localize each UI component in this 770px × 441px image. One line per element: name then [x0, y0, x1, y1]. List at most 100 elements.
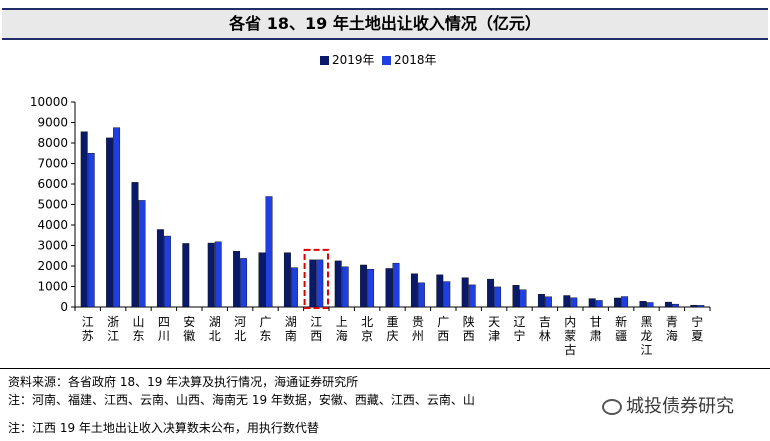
bar-2018 [265, 196, 273, 308]
bar-2019 [385, 268, 393, 308]
x-tick-label: 江 [640, 343, 652, 357]
x-tick-label: 新 [615, 314, 627, 329]
bar-2019 [664, 301, 672, 308]
y-tick-label: 10000 [30, 95, 68, 109]
bar-2018 [113, 127, 121, 308]
bar-2019 [182, 243, 190, 308]
legend-swatch-1 [382, 56, 391, 65]
x-tick-label: 海 [666, 328, 678, 343]
y-tick-label: 2000 [37, 259, 68, 273]
source-note: 资料来源：各省政府 18、19 年决算及执行情况，海通证券研究所 [8, 375, 359, 389]
bar-2018 [570, 297, 578, 308]
x-tick-label: 辽 [513, 315, 525, 329]
x-tick-label: 内 [564, 315, 576, 329]
x-tick-label: 江 [107, 329, 119, 343]
bar-2019 [309, 259, 317, 308]
x-tick-label: 贵 [412, 315, 424, 329]
bar-2018 [417, 282, 425, 308]
x-tick-label: 陕 [463, 314, 475, 329]
y-tick-label: 7000 [37, 157, 68, 171]
legend-label-1: 2018年 [394, 53, 437, 67]
watermark-text: 城投债券研究 [626, 396, 734, 417]
bar-2018 [519, 289, 527, 308]
bar-2018 [544, 296, 552, 308]
bar-2018 [392, 262, 400, 308]
bar-2019 [80, 131, 88, 308]
chart-title: 各省 18、19 年土地出让收入情况（亿元） [229, 14, 541, 33]
x-tick-label: 蒙 [564, 329, 576, 343]
bar-2018 [697, 305, 705, 308]
bar-2018 [163, 235, 171, 308]
y-tick-label: 4000 [37, 218, 68, 232]
bar-2018 [621, 296, 629, 308]
x-tick-label: 宁 [691, 314, 703, 329]
footer: 资料来源：各省政府 18、19 年决算及执行情况，海通证券研究所 注：河南、福建… [0, 368, 770, 441]
watermark: 城投债券研究 [598, 392, 738, 418]
bar-2018 [595, 300, 603, 308]
y-tick-label: 3000 [37, 239, 68, 253]
bar-2018 [290, 267, 298, 308]
x-tick-label: 重 [386, 315, 398, 329]
bar-2019 [690, 304, 698, 308]
x-tick-label: 浙 [107, 315, 119, 329]
x-tick-label: 青 [666, 315, 678, 329]
bar-2019 [537, 294, 545, 308]
highlight-box [303, 248, 330, 310]
bar-2018 [214, 241, 222, 308]
bar-2019 [588, 298, 596, 308]
x-tick-label: 北 [209, 329, 221, 343]
x-tick-label: 川 [158, 329, 170, 343]
x-tick-label: 北 [361, 315, 373, 329]
x-tick-label: 夏 [691, 329, 703, 343]
y-tick-label: 8000 [37, 136, 68, 150]
bar-2019 [207, 242, 215, 308]
x-tick-label: 山 [132, 315, 144, 329]
x-tick-label: 广 [259, 315, 271, 329]
bar-2018 [87, 153, 95, 308]
bar-2019 [360, 264, 368, 308]
bar-2019 [233, 251, 241, 308]
bar-2019 [639, 301, 647, 308]
bar-2019 [410, 273, 418, 308]
bar-2019 [131, 182, 139, 308]
x-tick-label: 津 [488, 329, 500, 343]
x-tick-label: 苏 [82, 329, 94, 343]
bar-2019 [512, 285, 520, 308]
x-tick-label: 疆 [615, 329, 627, 343]
bar-2018 [138, 200, 146, 308]
bar-2018 [671, 303, 679, 308]
bar-2019 [106, 137, 114, 308]
bar-2019 [283, 252, 291, 308]
x-tick-label: 吉 [539, 315, 551, 329]
bar-2018 [494, 286, 502, 308]
x-tick-label: 徽 [183, 328, 195, 343]
x-tick-label: 天 [488, 315, 500, 329]
title-bar: 各省 18、19 年土地出让收入情况（亿元） [2, 8, 768, 40]
y-tick-label: 1000 [37, 280, 68, 294]
y-tick-label: 0 [60, 300, 68, 314]
bar-2019 [258, 252, 266, 308]
bar-2018 [468, 284, 476, 308]
x-tick-label: 甘 [590, 315, 602, 329]
x-tick-label: 湖 [209, 314, 221, 329]
bar-2019 [156, 229, 164, 308]
y-tick-label: 5000 [37, 198, 68, 212]
x-tick-label: 西 [463, 329, 475, 343]
x-tick-label: 肃 [590, 329, 602, 343]
x-tick-label: 湖 [285, 314, 297, 329]
x-tick-label: 西 [437, 329, 449, 343]
x-tick-label: 黑 [640, 315, 652, 329]
x-tick-label: 京 [361, 329, 373, 343]
bar-2019 [487, 278, 495, 308]
x-tick-label: 北 [234, 329, 246, 343]
x-tick-label: 东 [259, 329, 271, 343]
bar-2019 [461, 277, 469, 308]
x-tick-label: 宁 [513, 328, 525, 343]
footnote-2: 注：江西 19 年土地出让收入决算数未公布，用执行数代替 [8, 421, 319, 435]
legend-label-0: 2019年 [332, 53, 375, 67]
bar-chart: 2019年 2018年 0 1000 2000 3000 4000 5000 6000 7000 8… [30, 53, 711, 357]
x-tick-label: 广 [437, 315, 449, 329]
bar-2018 [316, 259, 324, 308]
x-tick-label: 河 [234, 315, 246, 329]
x-tick-label: 海 [336, 328, 348, 343]
